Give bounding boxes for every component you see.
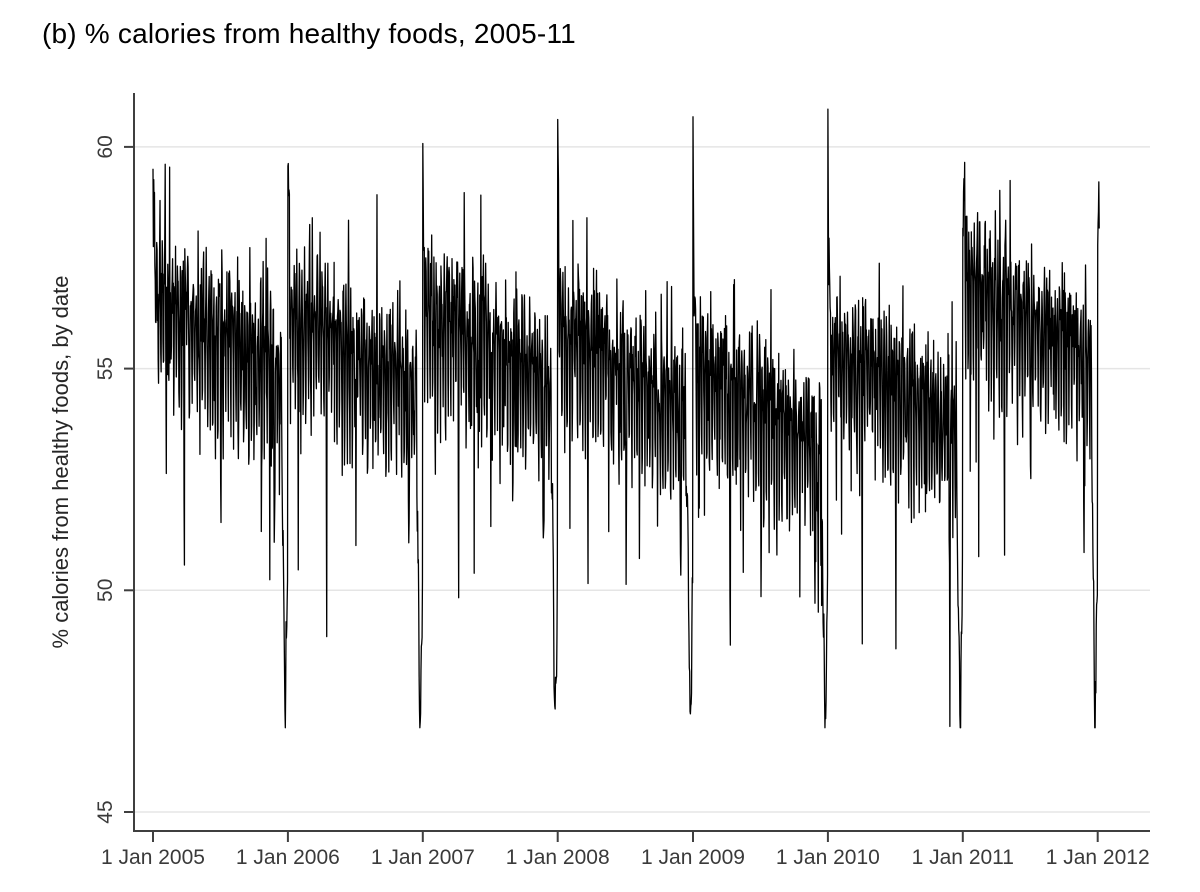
chart-title: (b) % calories from healthy foods, 2005-… [42,18,576,49]
y-tick-label-60: 60 [94,135,117,158]
tick-labels: 45 50 55 60 1 Jan 2005 1 Jan 2006 1 Jan 2007 1 … [94,135,1150,869]
x-tick-label-2011: 1 Jan 2011 [912,846,1014,869]
y-tick-label-50: 50 [94,579,117,602]
x-tick-label-2007: 1 Jan 2007 [371,846,475,869]
x-tick-label-2012: 1 Jan 2012 [1046,846,1150,869]
x-tick-label-2009: 1 Jan 2009 [641,846,745,869]
axes [124,93,1150,842]
x-tick-label-2005: 1 Jan 2005 [101,846,205,869]
x-tick-label-2006: 1 Jan 2006 [236,846,340,869]
y-tick-label-45: 45 [94,800,117,823]
y-axis-title: % calories from healthy foods, by date [48,276,73,649]
series-path [152,108,1100,729]
x-tick-label-2010: 1 Jan 2010 [776,846,880,869]
daily-series-line [152,108,1100,729]
y-tick-label-55: 55 [94,357,117,380]
x-tick-label-2008: 1 Jan 2008 [506,846,610,869]
